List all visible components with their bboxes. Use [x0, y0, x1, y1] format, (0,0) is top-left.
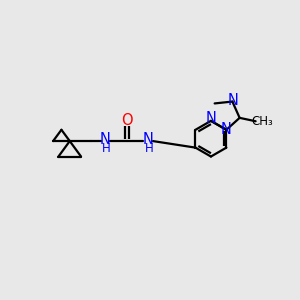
Text: N: N [221, 122, 232, 137]
Text: N: N [143, 131, 154, 146]
Text: N: N [206, 111, 216, 126]
Text: N: N [100, 131, 111, 146]
Text: H: H [102, 142, 110, 155]
Text: O: O [121, 113, 133, 128]
Text: H: H [144, 142, 153, 155]
Text: CH₃: CH₃ [251, 115, 273, 128]
Text: N: N [227, 93, 239, 108]
